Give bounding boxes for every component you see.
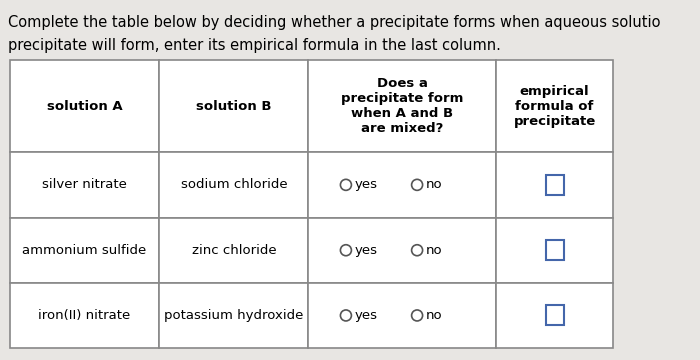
Text: zinc chloride: zinc chloride	[192, 244, 276, 257]
Bar	[159, 283, 309, 348]
Text: potassium hydroxide: potassium hydroxide	[164, 309, 304, 322]
Bar	[496, 283, 613, 348]
Text: yes: yes	[354, 178, 377, 192]
Bar	[10, 152, 159, 217]
Text: Does a
precipitate form
when A and B
are mixed?: Does a precipitate form when A and B are…	[341, 77, 463, 135]
Text: no: no	[426, 309, 442, 322]
Text: ammonium sulfide: ammonium sulfide	[22, 244, 147, 257]
Bar	[309, 283, 496, 348]
Bar	[545, 175, 564, 195]
Bar	[496, 60, 613, 152]
Bar	[496, 217, 613, 283]
Bar	[545, 305, 564, 325]
Bar	[309, 60, 496, 152]
Text: empirical
formula of
precipitate: empirical formula of precipitate	[513, 85, 596, 127]
Text: iron(II) nitrate: iron(II) nitrate	[38, 309, 131, 322]
Text: no: no	[426, 244, 442, 257]
Text: precipitate will form, enter its empirical formula in the last column.: precipitate will form, enter its empiric…	[8, 38, 501, 53]
Bar	[309, 152, 496, 217]
Text: Complete the table below by deciding whether a precipitate forms when aqueous so: Complete the table below by deciding whe…	[8, 15, 661, 30]
Bar	[10, 217, 159, 283]
Text: solution B: solution B	[196, 100, 272, 113]
Text: yes: yes	[354, 309, 377, 322]
Bar	[10, 283, 159, 348]
Bar	[496, 152, 613, 217]
Text: silver nitrate: silver nitrate	[42, 178, 127, 192]
Text: sodium chloride: sodium chloride	[181, 178, 287, 192]
Text: no: no	[426, 178, 442, 192]
Bar	[309, 217, 496, 283]
Text: solution A: solution A	[47, 100, 122, 113]
Bar	[159, 60, 309, 152]
Bar	[545, 240, 564, 260]
Text: yes: yes	[354, 244, 377, 257]
Bar	[159, 152, 309, 217]
Bar	[10, 60, 159, 152]
Bar	[159, 217, 309, 283]
